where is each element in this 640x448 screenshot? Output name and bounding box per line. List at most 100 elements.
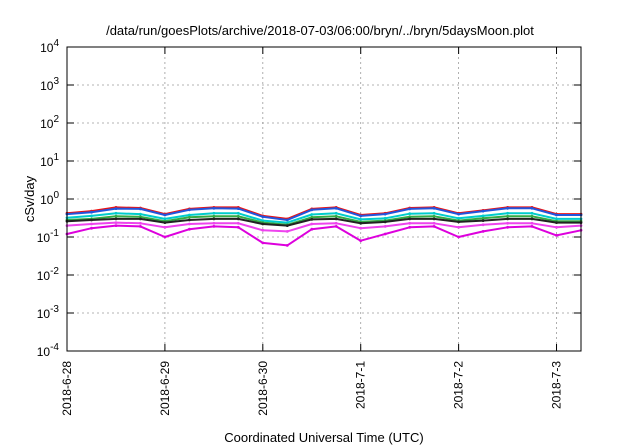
series-7-point: [555, 234, 558, 237]
series-6-point: [114, 221, 118, 225]
series-6-point: [285, 230, 289, 233]
series-5-point: [506, 217, 509, 221]
x-axis-label: Coordinated Universal Time (UTC): [224, 430, 423, 445]
series-5-point: [139, 217, 142, 221]
y-tick-label: 10-1: [37, 228, 60, 245]
series-3-point: [90, 214, 93, 218]
series-3-point: [310, 213, 314, 216]
y-axis: 10-4 10-3 10-2 10-1 100 101 102 103 104: [37, 38, 581, 359]
series-7-point: [236, 225, 240, 229]
series-2-point: [285, 218, 289, 222]
series-6-point: [506, 221, 509, 225]
series-7-point: [188, 227, 191, 231]
series-6-point: [188, 222, 191, 226]
series-3-point: [212, 211, 216, 215]
series-5-point: [310, 218, 314, 221]
series-7-point: [212, 225, 216, 228]
series-3-point: [457, 216, 460, 220]
series-2-point: [236, 207, 240, 211]
series-line-3: [66, 212, 581, 224]
series-5-point: [432, 217, 436, 221]
series-6-point: [530, 221, 534, 225]
series-3-point: [432, 211, 436, 215]
x-tick-label: 2018-6-28: [60, 361, 74, 416]
series-6-point: [359, 226, 363, 230]
series-6-point: [555, 225, 558, 229]
series-line-6: [66, 221, 582, 233]
series-3-point: [261, 219, 265, 223]
series-3-point: [236, 211, 240, 215]
series-4-point: [236, 214, 240, 218]
series-4-point: [432, 214, 436, 218]
series-7-point: [285, 244, 289, 247]
y-axis-label: cSv/day: [22, 175, 37, 222]
series-5-point: [457, 220, 460, 224]
series-3-point: [383, 216, 387, 220]
series-6-point: [212, 221, 216, 225]
series-6-point: [90, 222, 93, 226]
series-4-point: [530, 214, 534, 218]
series-7-point: [114, 224, 118, 228]
series-6-point: [236, 221, 240, 225]
series-line-2: [66, 207, 581, 221]
series-4-point: [139, 215, 142, 219]
y-tick-label: 104: [40, 38, 59, 55]
series-4-point: [212, 214, 216, 218]
series-5-point: [383, 220, 387, 224]
series-2-point: [90, 210, 93, 214]
x-tick-label: 2018-6-29: [158, 361, 172, 416]
series-3-point: [334, 211, 338, 215]
y-tick-label: 10-4: [37, 342, 60, 359]
series-7-point: [139, 225, 142, 228]
series-group: [65, 206, 583, 247]
y-tick-label: 103: [40, 76, 59, 93]
x-tick-label: 2018-7-2: [452, 361, 466, 409]
series-2-point: [114, 207, 118, 211]
series-6-point: [432, 221, 436, 225]
series-3-point: [139, 212, 142, 216]
series-3-point: [408, 212, 412, 216]
series-5-point: [90, 218, 93, 222]
series-2-point: [432, 206, 436, 210]
series-2-point: [408, 207, 412, 211]
series-7-point: [506, 225, 509, 229]
series-3-point: [163, 217, 167, 221]
series-3-point: [506, 211, 509, 215]
series-4-point: [188, 215, 191, 219]
series-5-point: [188, 218, 191, 222]
series-6-point: [408, 221, 412, 225]
series-6-point: [334, 221, 338, 225]
series-5-point: [530, 217, 534, 221]
series-7-point: [261, 241, 265, 245]
series-2-point: [481, 209, 485, 213]
series-2-point: [530, 206, 534, 210]
series-5-point: [163, 221, 167, 225]
series-2-point: [506, 206, 509, 210]
series-7-point: [334, 225, 338, 228]
x-tick-label: 2018-7-1: [354, 361, 368, 409]
y-tick-label: 10-3: [37, 304, 60, 321]
series-7-point: [90, 226, 93, 230]
series-5-point: [481, 219, 485, 223]
series-3-point: [555, 217, 558, 221]
series-2-point: [334, 206, 338, 210]
series-6-point: [383, 225, 387, 228]
series-3-point: [114, 211, 118, 215]
series-4-point: [408, 215, 412, 219]
series-line-4: [66, 215, 581, 226]
series-3-point: [530, 211, 534, 215]
series-2-point: [212, 206, 216, 210]
y-tick-label: 102: [40, 114, 59, 131]
series-line-5: [66, 217, 581, 227]
series-2-point: [383, 212, 387, 216]
y-tick-label: 101: [40, 152, 59, 169]
series-7-point: [530, 225, 534, 228]
series-5-point: [261, 222, 265, 226]
series-7-point: [383, 232, 387, 236]
series-7-point: [457, 235, 460, 239]
series-6-point: [261, 228, 265, 232]
series-4-point: [481, 216, 485, 220]
series-3-point: [481, 214, 485, 218]
series-3-point: [285, 221, 289, 225]
